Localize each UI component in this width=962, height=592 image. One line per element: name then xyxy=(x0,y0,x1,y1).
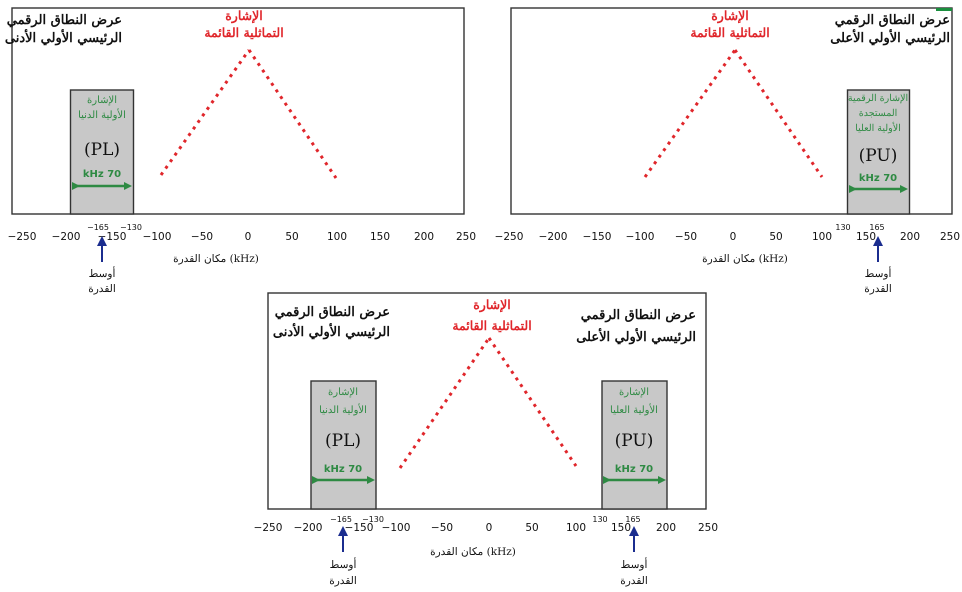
x-axis-label: مكان القدرة (kHz) xyxy=(173,253,259,265)
x-tick: 100 xyxy=(327,231,347,243)
upper-band-box xyxy=(846,89,911,215)
center-left-line-2: القدرة xyxy=(329,575,357,587)
center-label-line-1: أوسط xyxy=(865,266,892,280)
x-tick: 150 xyxy=(856,231,876,243)
x-tick: 150 xyxy=(370,231,390,243)
x-tick: 0 xyxy=(486,522,493,534)
band-right-line-1: الإشارة xyxy=(619,387,649,398)
x-tick: −250 xyxy=(8,231,37,243)
corner-accent xyxy=(936,8,952,11)
center-label-line-1: أوسط xyxy=(89,266,116,280)
x-tick: −50 xyxy=(431,522,453,534)
x-tick: 250 xyxy=(698,522,718,534)
center-right-line-2: القدرة xyxy=(620,575,648,587)
x-tick: −200 xyxy=(52,231,81,243)
analog-falling-edge xyxy=(487,337,578,467)
x-axis-label: مكان القدرة (kHz) xyxy=(702,253,788,265)
band-label-line-1: الإشارة xyxy=(87,95,117,106)
band-label-line-1: الإشارة الرقمية xyxy=(848,93,908,104)
panel-title-right-line-2: الرئيسي الأولي الأعلى xyxy=(576,328,696,345)
analog-label-line-2: التماثلية القائمة xyxy=(690,25,769,40)
band-left-code: (PL) xyxy=(325,431,361,451)
x-tick-labels: −250 −200 −150 −100 −50 0 50 100 150 200… xyxy=(254,522,718,534)
x-tick: 200 xyxy=(900,231,920,243)
panel-upper: عرض النطاق الرقمي الرئيسي الأولي الأعلى … xyxy=(495,7,960,295)
x-tick: −100 xyxy=(626,231,655,243)
x-tick: −150 xyxy=(345,522,374,534)
analog-label-line-1: الإشارة xyxy=(225,8,262,24)
panel-title-left-line-1: عرض النطاق الرقمي xyxy=(275,305,390,320)
band-left-tick-2: −130 xyxy=(362,515,384,524)
band-left-tick-1: −165 xyxy=(330,515,352,524)
panel-title-line-2: الرئيسي الأولي الأعلى xyxy=(830,29,950,46)
x-tick: −250 xyxy=(495,231,524,243)
band-left-width: kHz 70 xyxy=(324,464,362,475)
band-right-tick-2: 165 xyxy=(625,515,640,524)
analog-label-line-2: التماثلية القائمة xyxy=(204,25,283,40)
analog-label-line-2: التماثلية القائمة xyxy=(452,318,531,333)
x-tick: −250 xyxy=(254,522,283,534)
band-label-line-3: الأولية العليا xyxy=(855,122,901,134)
analog-label-line-1: الإشارة xyxy=(473,297,510,313)
band-tick-right: −130 xyxy=(120,223,142,232)
x-tick: 50 xyxy=(525,522,538,534)
x-tick: −50 xyxy=(191,231,213,243)
analog-rising-edge xyxy=(159,49,251,176)
band-label-line-2: الأولية الدنيا xyxy=(78,109,126,121)
band-right-width: kHz 70 xyxy=(615,464,653,475)
x-tick: 0 xyxy=(245,231,252,243)
panel-title-left-line-2: الرئيسي الأولي الأدنى xyxy=(273,323,390,340)
x-tick: 250 xyxy=(940,231,960,243)
band-tick-right: 165 xyxy=(869,223,884,232)
x-tick: 250 xyxy=(456,231,476,243)
x-tick: −200 xyxy=(539,231,568,243)
band-code: (PU) xyxy=(859,146,898,166)
band-width-label: kHz 70 xyxy=(859,173,897,184)
center-right-line-1: أوسط xyxy=(621,557,648,571)
band-tick-left: 130 xyxy=(835,223,850,232)
band-left-line-2: الأولية الدنيا xyxy=(319,404,367,416)
x-tick: 200 xyxy=(414,231,434,243)
band-right-code: (PU) xyxy=(615,431,654,451)
center-left-line-1: أوسط xyxy=(330,557,357,571)
panel-both: عرض النطاق الرقمي الرئيسي الأولي الأدنى … xyxy=(254,292,718,587)
panel-title-right-line-1: عرض النطاق الرقمي xyxy=(581,308,696,323)
band-width-label: kHz 70 xyxy=(83,169,121,180)
analog-falling-edge xyxy=(733,49,824,178)
panel-title-line-1: عرض النطاق الرقمي xyxy=(7,13,122,28)
x-tick: 100 xyxy=(566,522,586,534)
x-tick: −50 xyxy=(675,231,697,243)
band-tick-left: −165 xyxy=(87,223,109,232)
band-right-tick-1: 130 xyxy=(592,515,607,524)
panel-title-line-1: عرض النطاق الرقمي xyxy=(835,13,950,28)
analog-falling-edge xyxy=(247,49,338,179)
x-tick: 50 xyxy=(285,231,298,243)
x-tick: −100 xyxy=(143,231,172,243)
center-label-line-2: القدرة xyxy=(88,283,116,295)
x-tick-labels: −250 −200 −150 −100 −50 0 50 100 150 200… xyxy=(8,231,476,243)
x-tick: 100 xyxy=(812,231,832,243)
x-axis-label: مكان القدرة (kHz) xyxy=(430,546,516,558)
band-label-line-2: المستجدة xyxy=(859,108,897,119)
x-tick: 150 xyxy=(611,522,631,534)
analog-rising-edge xyxy=(643,49,737,178)
x-tick: −200 xyxy=(294,522,323,534)
analog-rising-edge xyxy=(398,337,491,469)
x-tick: 0 xyxy=(730,231,737,243)
panel-title-line-2: الرئيسي الأولي الأدنى xyxy=(5,29,122,46)
panel-lower: عرض النطاق الرقمي الرئيسي الأولي الأدنى … xyxy=(5,7,476,295)
x-tick: −150 xyxy=(583,231,612,243)
analog-label-line-1: الإشارة xyxy=(711,8,748,24)
x-tick: −100 xyxy=(382,522,411,534)
x-tick-labels: −250 −200 −150 −100 −50 0 50 100 150 200… xyxy=(495,231,960,243)
band-left-line-1: الإشارة xyxy=(328,387,358,398)
x-tick: 200 xyxy=(656,522,676,534)
band-code: (PL) xyxy=(84,140,120,160)
x-tick: 50 xyxy=(769,231,782,243)
center-label-line-2: القدرة xyxy=(864,283,892,295)
band-right-line-2: الأولية العليا xyxy=(610,404,658,416)
